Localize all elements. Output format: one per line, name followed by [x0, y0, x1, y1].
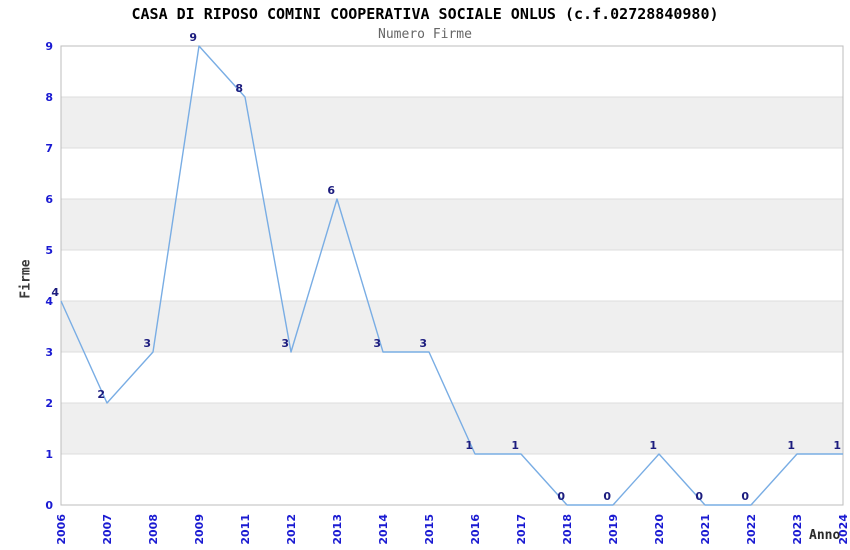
background-band-1-2 — [61, 403, 843, 454]
y-tick-label-0: 0 — [45, 499, 53, 512]
x-tick-label-2022: 2022 — [745, 514, 758, 545]
x-tick-label-2019: 2019 — [607, 514, 620, 545]
data-label-2021: 0 — [695, 490, 703, 503]
x-tick-label-2024: 2024 — [837, 514, 850, 545]
data-label-2017: 1 — [511, 439, 519, 452]
x-tick-label-2015: 2015 — [423, 514, 436, 545]
y-tick-label-6: 6 — [45, 193, 53, 206]
data-label-2019: 0 — [603, 490, 611, 503]
data-label-2024: 1 — [833, 439, 841, 452]
x-tick-label-2012: 2012 — [285, 514, 298, 545]
background-band-7-8 — [61, 97, 843, 148]
x-tick-label-2020: 2020 — [653, 514, 666, 545]
y-tick-label-2: 2 — [45, 397, 53, 410]
x-tick-label-2021: 2021 — [699, 514, 712, 545]
x-tick-label-2023: 2023 — [791, 514, 804, 545]
y-tick-label-9: 9 — [45, 40, 53, 53]
x-tick-label-2007: 2007 — [101, 514, 114, 545]
data-line-firme — [60, 45, 843, 506]
y-tick-label-8: 8 — [45, 91, 53, 104]
data-label-2009: 9 — [189, 31, 197, 44]
y-tick-label-7: 7 — [45, 142, 53, 155]
x-tick-label-2014: 2014 — [377, 514, 390, 545]
x-tick-label-2013: 2013 — [331, 514, 344, 545]
y-tick-label-4: 4 — [45, 295, 53, 308]
data-label-2011: 8 — [235, 82, 243, 95]
y-tick-label-5: 5 — [45, 244, 53, 257]
background-band-3-4 — [61, 301, 843, 352]
data-label-2007: 2 — [97, 388, 105, 401]
x-axis-title: Anno — [809, 528, 841, 543]
data-label-2006: 4 — [51, 286, 59, 299]
x-tick-label-2016: 2016 — [469, 514, 482, 545]
data-label-2022: 0 — [741, 490, 749, 503]
plot-border — [60, 45, 844, 506]
chart-subtitle: Numero Firme — [378, 27, 472, 42]
data-label-2015: 3 — [419, 337, 427, 350]
background-band-5-6 — [61, 199, 843, 250]
data-label-2008: 3 — [143, 337, 151, 350]
x-tick-label-2006: 2006 — [55, 514, 68, 545]
data-label-2016: 1 — [465, 439, 473, 452]
y-tick-label-3: 3 — [45, 346, 53, 359]
data-label-2023: 1 — [787, 439, 795, 452]
data-label-2018: 0 — [557, 490, 565, 503]
x-tick-label-2018: 2018 — [561, 514, 574, 545]
chart-title: CASA DI RIPOSO COMINI COOPERATIVA SOCIAL… — [131, 5, 719, 23]
x-tick-label-2011: 2011 — [239, 514, 252, 545]
x-tick-label-2008: 2008 — [147, 514, 160, 545]
y-tick-label-1: 1 — [45, 448, 53, 461]
x-tick-label-2017: 2017 — [515, 514, 528, 545]
data-label-2014: 3 — [373, 337, 381, 350]
data-label-2012: 3 — [281, 337, 289, 350]
data-label-2013: 6 — [327, 184, 335, 197]
data-label-2020: 1 — [649, 439, 657, 452]
x-tick-label-2009: 2009 — [193, 514, 206, 545]
